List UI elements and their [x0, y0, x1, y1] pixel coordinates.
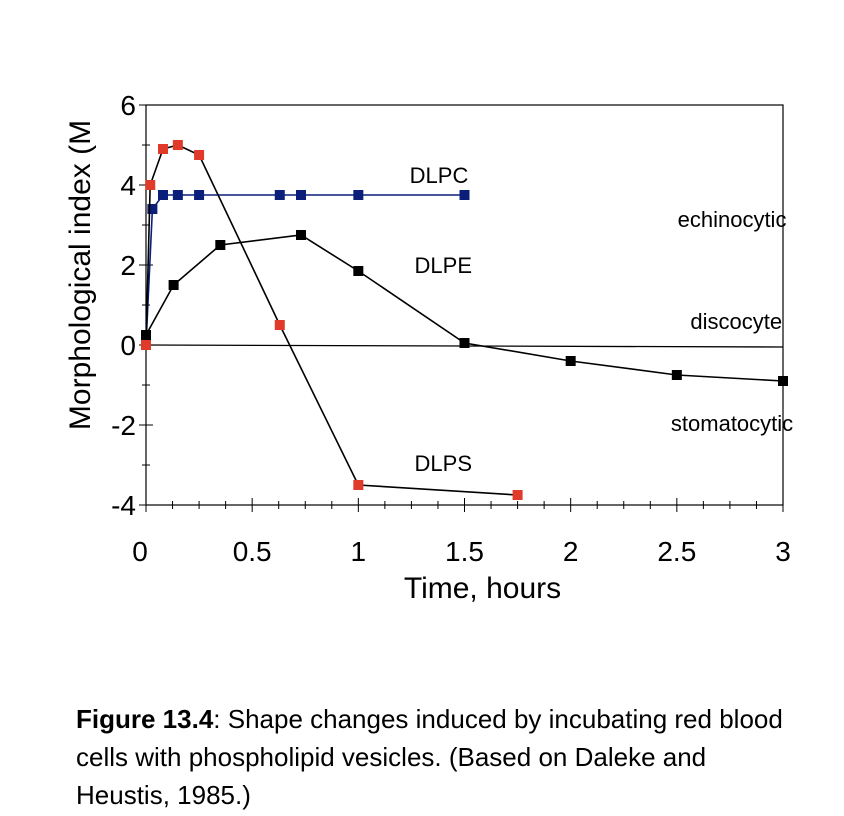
data-point	[671, 370, 682, 380]
x-tick-label: 1.5	[445, 536, 484, 567]
data-point	[147, 204, 158, 214]
data-point	[512, 490, 523, 500]
y-axis-title: Morphological index (M	[64, 120, 97, 430]
y-tick-label: 2	[120, 250, 136, 281]
data-point	[459, 338, 470, 348]
data-point	[353, 480, 364, 490]
data-point	[353, 266, 364, 276]
series-line-dlps	[145, 144, 518, 496]
y-tick-label: 6	[120, 90, 136, 121]
annotation-dlpc: DLPC	[410, 163, 469, 188]
x-axis-title: Time, hours	[404, 572, 561, 605]
data-point	[459, 190, 470, 200]
x-tick-label: 3	[775, 536, 791, 567]
data-point	[296, 190, 307, 200]
data-point	[778, 376, 788, 386]
x-tick-label: 1	[351, 536, 367, 567]
y-tick-label: -2	[111, 410, 136, 441]
y-tick-label: 4	[120, 170, 136, 201]
caption-text: : Shape changes induced by incubating re…	[76, 704, 783, 810]
data-point	[296, 230, 307, 240]
data-point	[194, 190, 205, 200]
data-point	[145, 180, 156, 190]
data-point	[274, 190, 285, 200]
annotation-stomatocytic: stomatocytic	[671, 411, 793, 436]
x-tick-label: 0.5	[233, 536, 272, 567]
axes: -4 -2 0 2 4 6 0 0.5 1 1.5 2 2.5 3 Time, hours Morpholo…	[64, 90, 791, 605]
annotation-echinocytic: echinocytic	[678, 207, 787, 232]
annotation-dlps: DLPS	[415, 451, 472, 476]
data-point	[141, 340, 151, 350]
x-tick-label: 2.5	[657, 536, 696, 567]
caption-label: Figure 13.4	[76, 704, 214, 734]
y-tick-label: 0	[120, 330, 136, 361]
figure-caption: Figure 13.4: Shape changes induced by in…	[76, 700, 796, 814]
data-point	[353, 190, 364, 200]
y-tick-label: -4	[111, 490, 136, 521]
data-point	[215, 240, 226, 250]
x-tick-label: 0	[132, 536, 148, 567]
x-tick-label: 2	[563, 536, 579, 567]
series-dlps	[141, 140, 523, 500]
annotation-discocyte: discocyte	[690, 309, 782, 334]
data-point	[565, 356, 576, 366]
data-point	[157, 190, 168, 200]
data-point	[172, 140, 183, 150]
data-point	[168, 280, 179, 290]
annotation-layer: DLPC DLPE DLPS echinocytic discocyte stomatoc…	[410, 163, 793, 476]
annotation-dlpe: DLPE	[415, 253, 472, 278]
data-point	[194, 150, 205, 160]
data-point	[157, 144, 168, 154]
chart: -4 -2 0 2 4 6 0 0.5 1 1.5 2 2.5 3 Time, hours Morpholo…	[64, 90, 793, 605]
data-point	[274, 320, 285, 330]
data-point	[172, 190, 183, 200]
series-layer	[141, 140, 788, 500]
